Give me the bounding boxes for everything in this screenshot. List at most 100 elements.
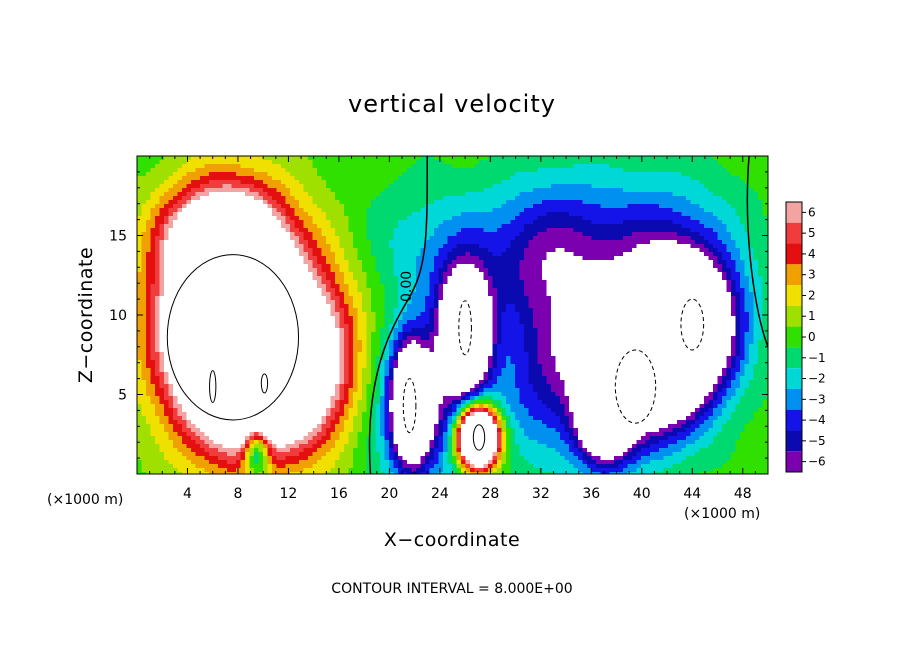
heatmap-cell [177, 292, 183, 297]
heatmap-cell [456, 240, 462, 245]
heatmap-cell [636, 264, 642, 269]
heatmap-cell [200, 236, 205, 241]
heatmap-cell [195, 184, 201, 189]
heatmap-cell [542, 236, 547, 241]
heatmap-cell [546, 284, 552, 289]
heatmap-cell [164, 268, 169, 273]
heatmap-cell [569, 272, 574, 277]
heatmap-cell [492, 288, 498, 293]
heatmap-cell [366, 172, 372, 177]
heatmap-cell [357, 156, 363, 161]
heatmap-cell [447, 164, 453, 169]
heatmap-cell [641, 272, 646, 277]
heatmap-cell [222, 176, 228, 181]
heatmap-cell [623, 288, 628, 293]
heatmap-cell [749, 212, 754, 217]
heatmap-cell [650, 240, 655, 245]
heatmap-cell [560, 248, 565, 253]
heatmap-cell [213, 212, 219, 217]
heatmap-cell [483, 264, 489, 269]
heatmap-cell [479, 224, 484, 229]
heatmap-cell [722, 224, 727, 229]
heatmap-cell [573, 228, 579, 233]
heatmap-cell [249, 288, 255, 293]
heatmap-cell [686, 200, 691, 205]
heatmap-cell [267, 264, 273, 269]
heatmap-cell [686, 244, 691, 249]
heatmap-cell [366, 264, 372, 269]
heatmap-cell [695, 248, 700, 253]
heatmap-cell [321, 236, 327, 241]
heatmap-cell [483, 228, 489, 233]
heatmap-cell [411, 288, 417, 293]
heatmap-cell [704, 256, 709, 261]
heatmap-cell [330, 156, 336, 161]
heatmap-cell [614, 204, 619, 209]
heatmap-cell [429, 156, 435, 161]
heatmap-cell [272, 188, 277, 193]
heatmap-cell [636, 188, 642, 193]
heatmap-cell [438, 156, 444, 161]
heatmap-cell [690, 188, 696, 193]
heatmap-cell [222, 296, 228, 301]
heatmap-cell [402, 252, 408, 257]
heatmap-cell [546, 220, 552, 225]
heatmap-cell [722, 192, 727, 197]
heatmap-cell [348, 260, 354, 265]
heatmap-cell [510, 264, 516, 269]
heatmap-cell [528, 156, 534, 161]
heatmap-cell [186, 216, 192, 221]
heatmap-cell [335, 256, 340, 261]
heatmap-cell [393, 196, 399, 201]
heatmap-cell [294, 188, 300, 193]
heatmap-cell [474, 180, 480, 185]
heatmap-cell [276, 244, 282, 249]
heatmap-cell [596, 176, 601, 181]
heatmap-cell [528, 180, 534, 185]
heatmap-cell [497, 156, 502, 161]
heatmap-cell [564, 248, 570, 253]
heatmap-cell [420, 280, 426, 285]
heatmap-cell [456, 200, 462, 205]
heatmap-cell [281, 168, 286, 173]
heatmap-cell [452, 216, 457, 221]
heatmap-cell [582, 244, 588, 249]
heatmap-cell [731, 292, 736, 297]
heatmap-cell [393, 176, 399, 181]
heatmap-cell [533, 244, 538, 249]
heatmap-cell [596, 240, 601, 245]
heatmap-cell [470, 256, 475, 261]
heatmap-cell [488, 276, 493, 281]
heatmap-cell [375, 208, 381, 213]
heatmap-cell [213, 292, 219, 297]
heatmap-cell [686, 192, 691, 197]
heatmap-cell [470, 160, 475, 165]
heatmap-cell [204, 224, 210, 229]
heatmap-cell [447, 160, 453, 165]
heatmap-cell [339, 180, 345, 185]
heatmap-cell [749, 288, 754, 293]
heatmap-cell [348, 192, 354, 197]
heatmap-cell [213, 260, 219, 265]
heatmap-cell [204, 196, 210, 201]
heatmap-cell [164, 156, 169, 161]
heatmap-cell [596, 280, 601, 285]
heatmap-cell [249, 204, 255, 209]
heatmap-cell [411, 232, 417, 237]
heatmap-cell [465, 168, 471, 173]
heatmap-cell [254, 292, 259, 297]
heatmap-cell [393, 204, 399, 209]
heatmap-cell [726, 256, 732, 261]
heatmap-cell [533, 180, 538, 185]
heatmap-cell [420, 216, 426, 221]
heatmap-cell [254, 236, 259, 241]
heatmap-cell [258, 180, 264, 185]
heatmap-cell [641, 224, 646, 229]
heatmap-cell [285, 232, 291, 237]
heatmap-cell [627, 164, 633, 169]
heatmap-cell [317, 272, 322, 277]
heatmap-cell [164, 228, 169, 233]
heatmap-cell [614, 292, 619, 297]
heatmap-cell [461, 168, 466, 173]
heatmap-cell [744, 168, 750, 173]
